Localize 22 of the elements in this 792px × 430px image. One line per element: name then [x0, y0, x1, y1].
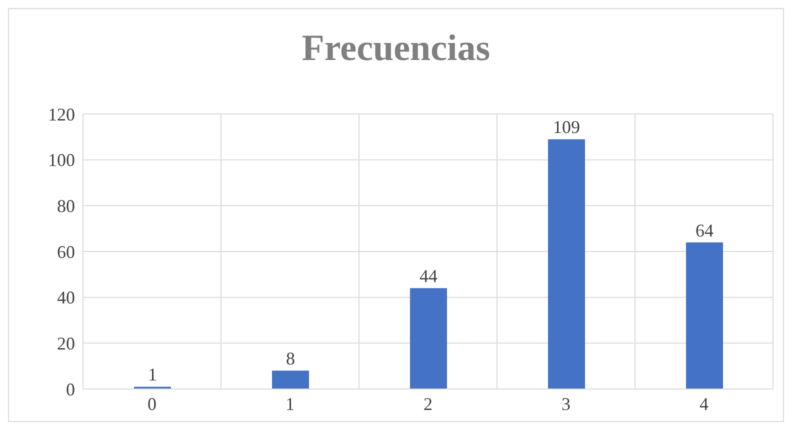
- data-label: 8: [286, 348, 295, 369]
- bar: [272, 370, 309, 389]
- x-tick-label: 4: [700, 394, 708, 414]
- data-label: 44: [420, 266, 438, 286]
- y-tick-label: 120: [48, 104, 75, 124]
- y-tick-label: 60: [57, 242, 75, 262]
- y-tick-label: 0: [66, 379, 75, 400]
- data-label: 64: [696, 220, 714, 240]
- x-tick-label: 1: [286, 394, 294, 414]
- data-label: 109: [553, 117, 580, 138]
- x-tick-label: 2: [424, 394, 432, 414]
- chart-title: Frecuencias: [300, 27, 492, 69]
- bar: [686, 242, 723, 389]
- data-label: 1: [148, 364, 157, 385]
- y-tick-label: 40: [57, 288, 75, 308]
- y-tick-label: 20: [57, 334, 75, 354]
- x-tick-label: 0: [148, 394, 156, 414]
- y-tick-label: 80: [57, 196, 75, 216]
- bar: [548, 139, 585, 389]
- y-tick-label: 100: [48, 150, 75, 170]
- bar: [410, 288, 447, 389]
- x-tick-label: 3: [562, 394, 570, 414]
